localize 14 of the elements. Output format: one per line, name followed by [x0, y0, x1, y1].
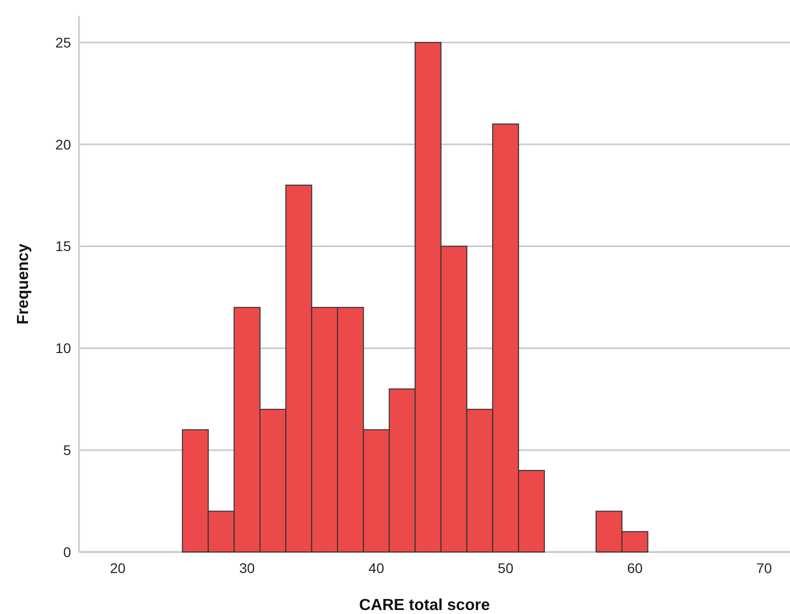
y-tick-label: 0: [63, 544, 72, 560]
x-tick-label: 70: [756, 560, 772, 576]
y-tick-label: 25: [55, 34, 72, 50]
x-tick-label: 40: [368, 560, 384, 576]
y-tick-label: 20: [55, 136, 72, 152]
x-axis-title: CARE total score: [359, 597, 490, 614]
y-axis-title: Frequency: [15, 243, 32, 324]
y-tick-label: 15: [55, 238, 72, 254]
y-tick-label: 10: [55, 340, 72, 356]
x-tick-label: 50: [498, 560, 514, 576]
x-tick-label: 60: [627, 560, 643, 576]
x-tick-label: 20: [110, 560, 126, 576]
x-tick-label: 30: [239, 560, 256, 576]
y-tick-label: 5: [63, 442, 72, 458]
